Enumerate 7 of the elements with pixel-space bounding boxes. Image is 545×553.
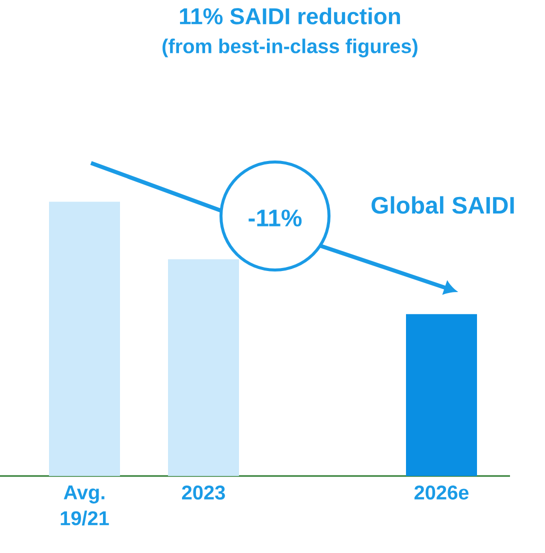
x-tick-label: Avg. 19/21 xyxy=(60,486,109,526)
chart-title: 11% SAIDI reduction xyxy=(180,8,400,24)
chart-subtitle: (from best-in-class figures) xyxy=(162,38,418,58)
x-tick-label: 2023 xyxy=(182,486,225,500)
annotation: -11% xyxy=(248,210,302,226)
annotation: Global SAIDI xyxy=(372,196,514,214)
x-tick-label: 2026e xyxy=(414,486,469,500)
